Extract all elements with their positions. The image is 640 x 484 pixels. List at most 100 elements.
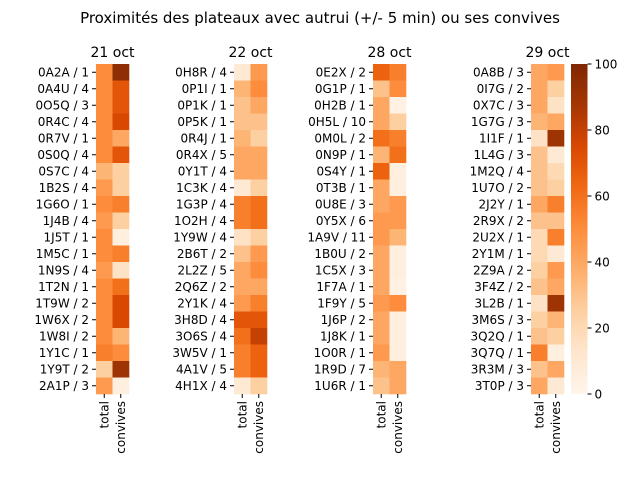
heatmap-cell (112, 295, 130, 312)
row-label: 0R4X / 5 (176, 148, 227, 162)
heatmap-cell (234, 245, 251, 263)
heatmap-cell (547, 229, 565, 246)
heatmap-cell (389, 377, 407, 395)
heatmap-cell (373, 311, 390, 329)
heatmap-cell (547, 80, 565, 98)
heatmap-cell (112, 262, 130, 279)
heatmap-cell (547, 212, 565, 230)
heatmap-cell (250, 295, 268, 312)
heatmap-cell (234, 212, 251, 230)
heatmap-cell (373, 344, 390, 362)
heatmap-cell (531, 229, 548, 246)
heatmap-cell (373, 245, 390, 263)
heatmap-cell (112, 64, 130, 81)
row-label: 3L2B / 1 (475, 297, 525, 311)
heatmap-cell (531, 278, 548, 296)
row-label: 0P1I / 1 (182, 82, 227, 96)
heatmap-cell (96, 229, 113, 246)
heatmap-cell (389, 328, 407, 345)
row-label: 1G6O / 1 (36, 198, 89, 212)
row-label: 0S4Y / 1 (316, 165, 366, 179)
heatmap-cell (389, 163, 407, 180)
row-label: 1J8K / 1 (320, 330, 366, 344)
heatmap-cell (547, 278, 565, 296)
row-label: 1F9Y / 5 (317, 297, 366, 311)
row-label: 1Y9W / 4 (173, 231, 227, 245)
heatmap-cell (547, 328, 565, 345)
heatmap-cell (234, 229, 251, 246)
heatmap-cell (373, 278, 390, 296)
heatmap-cell (234, 130, 251, 147)
heatmap-cell (547, 130, 565, 147)
heatmap-cell (373, 113, 390, 131)
row-label: 1T9W / 2 (35, 297, 89, 311)
heatmap-cell (234, 163, 251, 180)
heatmap-cell (96, 97, 113, 114)
heatmap-cell (531, 245, 548, 263)
heatmap-cell (389, 212, 407, 230)
heatmap-cell (373, 262, 390, 279)
row-label: 0A4U / 4 (37, 82, 89, 96)
heatmap-cell (234, 262, 251, 279)
row-label: 1J6P / 2 (321, 313, 366, 327)
heatmap-cell (373, 146, 390, 164)
row-label: 1T2N / 1 (38, 280, 89, 294)
heatmap-cell (389, 64, 407, 81)
heatmap-cell (373, 328, 390, 345)
row-label: 0Y5X / 6 (316, 214, 366, 228)
heatmap-cell (547, 163, 565, 180)
heatmap-cell (96, 245, 113, 263)
heatmap-cell (547, 179, 565, 197)
panel-title: 22 oct (228, 45, 273, 61)
heatmap-cell (389, 97, 407, 114)
row-label: 0R4J / 1 (181, 132, 227, 146)
row-label: 0M0L / 2 (314, 132, 366, 146)
chart-title: Proximités des plateaux avec autrui (+/-… (80, 9, 560, 27)
row-label: 0P1K / 1 (177, 99, 227, 113)
heatmap-cell (547, 344, 565, 362)
row-label: 3H8D / 4 (174, 313, 227, 327)
heatmap-cell (373, 163, 390, 180)
heatmap-cell (234, 97, 251, 114)
heatmap-cell (531, 146, 548, 164)
row-label: 3Q7Q / 1 (471, 346, 524, 360)
heatmap-cell (547, 311, 565, 329)
heatmap-cell (112, 179, 130, 197)
row-label: 0T3B / 1 (316, 181, 366, 195)
column-label: convives (114, 401, 128, 454)
row-label: 1R9D / 7 (314, 363, 366, 377)
row-label: 4A1V / 5 (176, 363, 227, 377)
row-label: 1W6X / 2 (34, 313, 89, 327)
heatmap-cell (389, 130, 407, 147)
heatmap-cell (250, 212, 268, 230)
heatmap-cell (547, 377, 565, 395)
heatmap-cell (234, 328, 251, 345)
panel-title: 21 oct (90, 45, 135, 61)
row-label: 2R9X / 2 (473, 214, 524, 228)
row-label: 3R3M / 3 (471, 363, 524, 377)
heatmap-cell (112, 377, 130, 395)
heatmap-cell (250, 377, 268, 395)
row-label: 2Y1M / 1 (472, 247, 524, 261)
row-label: 2L2Z / 5 (178, 264, 227, 278)
heatmap-cell (96, 311, 113, 329)
heatmap-cell (250, 196, 268, 213)
heatmap-cell (531, 113, 548, 131)
row-label: 2J2Y / 1 (479, 198, 524, 212)
heatmap-cell (389, 295, 407, 312)
row-label: 0G1P / 1 (315, 82, 366, 96)
row-label: 4H1X / 4 (175, 379, 227, 393)
heatmap-cell (250, 146, 268, 164)
heatmap-cell (250, 97, 268, 114)
heatmap-cell (112, 196, 130, 213)
row-label: 0H5L / 10 (308, 115, 366, 129)
heatmap-cell (389, 146, 407, 164)
colorbar-tick-label: 80 (595, 123, 610, 137)
heatmap-cell (373, 229, 390, 246)
heatmap-cell (531, 179, 548, 197)
row-label: 2B6T / 2 (177, 247, 227, 261)
heatmap-cell (373, 64, 390, 81)
row-label: 1J4B / 4 (43, 214, 89, 228)
heatmap-cell (234, 64, 251, 81)
